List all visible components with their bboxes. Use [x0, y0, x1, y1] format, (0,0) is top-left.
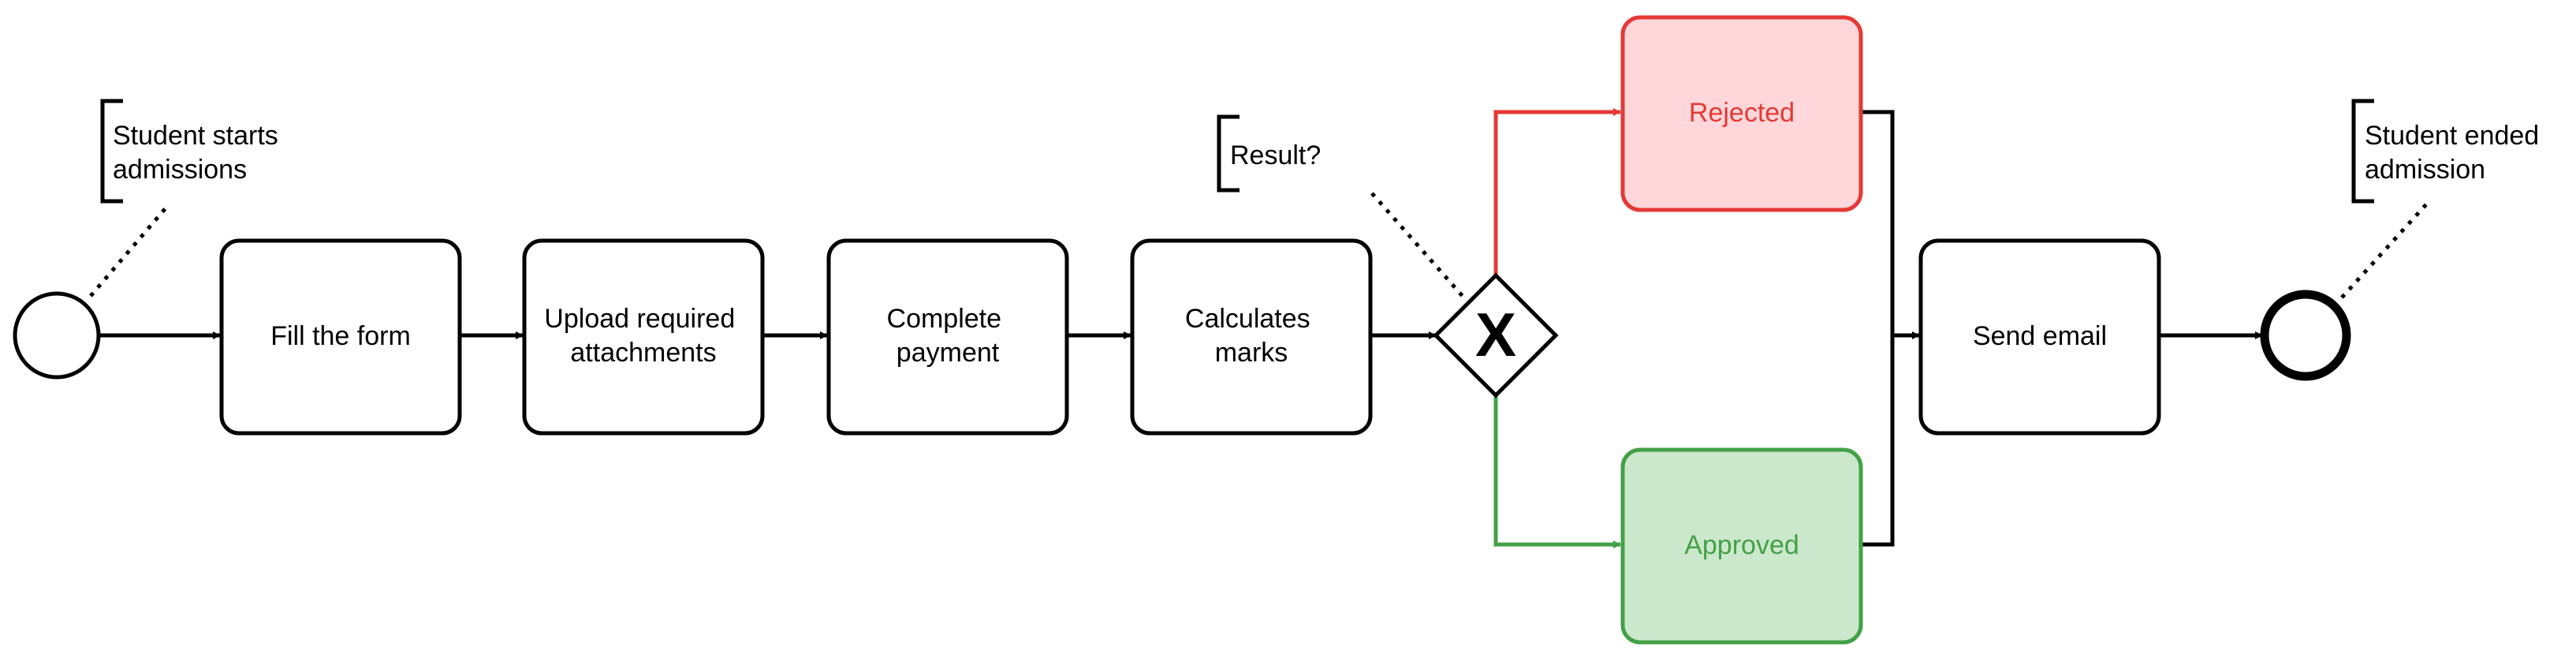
task-rejected-label: Rejected: [1689, 98, 1795, 128]
exclusive-gateway[interactable]: X: [1433, 272, 1559, 398]
task-fill-the-form[interactable]: Fill the form: [219, 238, 462, 436]
task-rejected[interactable]: Rejected: [1620, 15, 1863, 212]
svg-text:Approved: Approved: [1684, 530, 1799, 560]
gateway-annotation-line-1: Result?: [1230, 140, 1321, 170]
start-annotation-line-2: admissions: [113, 155, 247, 185]
gateway-annotation-bracket: [1217, 114, 1240, 193]
task-fill-label: Fill the form: [270, 321, 411, 351]
flow-approved-to-email[interactable]: [1862, 335, 1895, 547]
task-payment-label-line-1: Complete: [887, 304, 1002, 334]
end-annotation-line-2: admission: [2365, 155, 2485, 185]
end-event[interactable]: [2260, 290, 2351, 381]
start-annotation-line-1: Student starts: [113, 121, 278, 151]
task-marks-label-line-2: marks: [1215, 338, 1288, 368]
task-approved-label: Approved: [1684, 530, 1799, 560]
task-upload-label-line-2: attachments: [570, 338, 716, 368]
flow-gateway-to-rejected[interactable]: [1493, 108, 1621, 275]
svg-text:Send email: Send email: [1973, 321, 2107, 351]
task-upload-label-line-1: Upload required: [544, 304, 735, 334]
end-annotation-bracket: [2351, 99, 2374, 204]
svg-text:Fill the form: Fill the form: [270, 321, 411, 351]
task-approved[interactable]: Approved: [1620, 447, 1863, 645]
svg-text:Upload required attachme: Upload required attachments: [544, 304, 742, 368]
end-annotation-text: Student ended admission: [2365, 121, 2547, 185]
gateway-annotation-connector: [1370, 192, 1467, 301]
gateway-x-icon: X: [1475, 300, 1516, 369]
start-annotation-bracket: [100, 99, 123, 204]
task-upload-attachments[interactable]: Upload required attachments: [522, 238, 765, 436]
flow-gateway-to-approved[interactable]: [1493, 395, 1621, 548]
task-marks-label-line-1: Calculates: [1185, 304, 1310, 334]
start-annotation-text: Student starts admissions: [113, 121, 285, 185]
flow-rejected-to-email[interactable]: [1862, 110, 1895, 335]
end-annotation-connector: [2340, 202, 2429, 299]
start-event[interactable]: [13, 291, 101, 380]
start-annotation-connector: [89, 202, 171, 297]
gateway-annotation-text: Result?: [1230, 140, 1321, 170]
svg-text:Rejected: Rejected: [1689, 98, 1795, 128]
svg-text:Calculates marks: Calculates marks: [1185, 304, 1318, 368]
task-email-label: Send email: [1973, 321, 2107, 351]
end-annotation-line-1: Student ended: [2365, 121, 2539, 151]
task-send-email[interactable]: Send email: [1918, 238, 2161, 436]
task-complete-payment[interactable]: Complete payment: [826, 238, 1069, 436]
task-calculates-marks[interactable]: Calculates marks: [1130, 238, 1373, 436]
task-payment-label-line-2: payment: [897, 338, 1000, 368]
svg-text:Complete payment: Complete payment: [887, 304, 1009, 368]
